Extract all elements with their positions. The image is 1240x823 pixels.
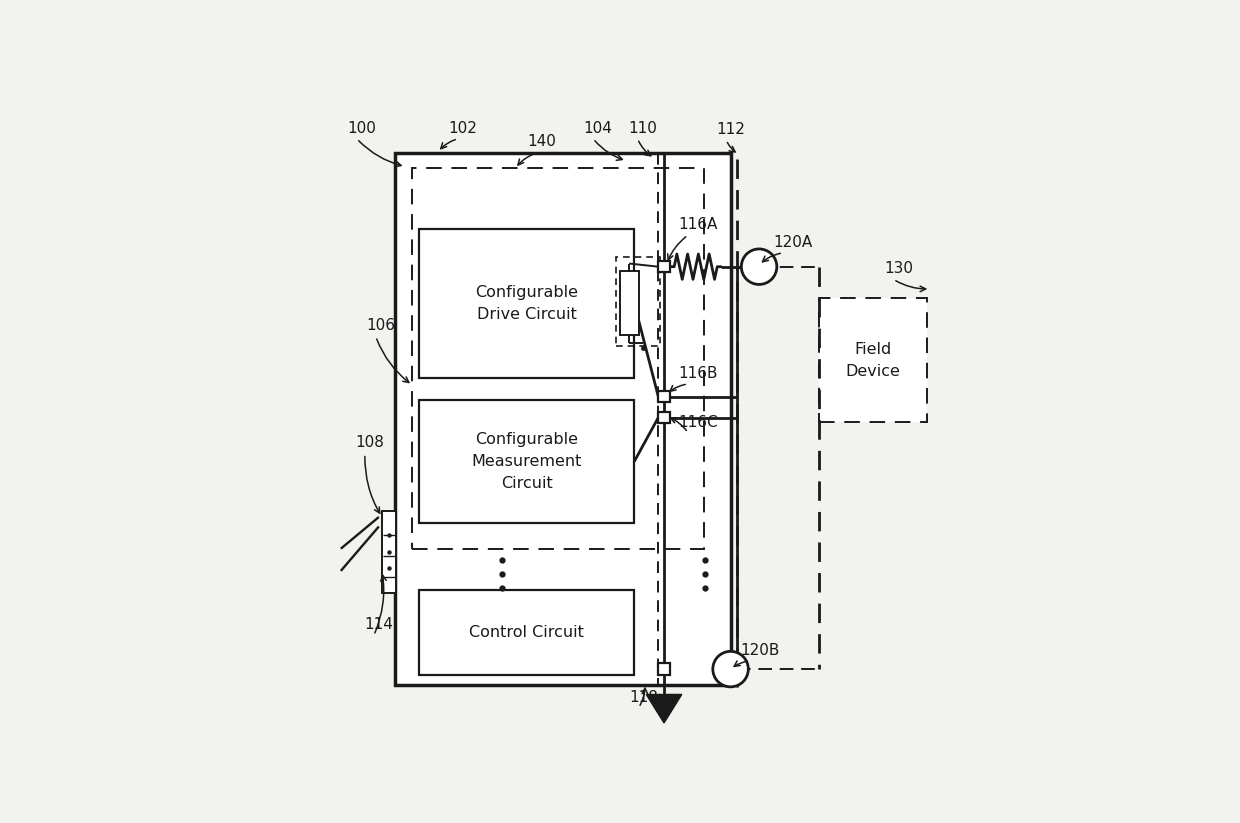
Text: 108: 108	[356, 435, 384, 450]
Text: 140: 140	[528, 134, 557, 150]
Bar	[413, 169, 704, 549]
Bar	[394, 152, 730, 685]
Text: Control Circuit: Control Circuit	[469, 625, 584, 640]
Text: Configurable
Drive Circuit: Configurable Drive Circuit	[475, 285, 578, 322]
Text: 110: 110	[627, 120, 657, 136]
Text: 116C: 116C	[678, 415, 718, 430]
Text: Field
Device: Field Device	[846, 342, 900, 379]
Text: 120A: 120A	[774, 235, 813, 249]
Bar	[419, 590, 634, 676]
Bar	[419, 229, 634, 378]
Text: 116B: 116B	[678, 365, 718, 381]
Bar	[658, 391, 670, 402]
Bar	[658, 261, 670, 272]
Text: 130: 130	[884, 261, 913, 277]
Text: 114: 114	[365, 617, 393, 632]
Circle shape	[742, 249, 776, 285]
Bar	[658, 663, 670, 675]
Bar	[620, 271, 639, 335]
Text: 118: 118	[629, 690, 658, 704]
Bar	[658, 412, 670, 423]
Polygon shape	[646, 695, 682, 723]
Text: 120B: 120B	[740, 643, 780, 658]
Text: 112: 112	[717, 122, 745, 137]
Text: 100: 100	[347, 120, 376, 136]
Bar	[419, 400, 634, 523]
Text: 106: 106	[366, 319, 396, 333]
Text: 104: 104	[584, 120, 613, 136]
Bar	[820, 299, 928, 422]
Text: 102: 102	[449, 120, 477, 136]
Text: Configurable
Measurement
Circuit: Configurable Measurement Circuit	[471, 432, 582, 491]
Bar	[616, 258, 660, 346]
Bar	[382, 510, 396, 593]
Circle shape	[713, 651, 748, 687]
Text: 116A: 116A	[678, 216, 718, 232]
